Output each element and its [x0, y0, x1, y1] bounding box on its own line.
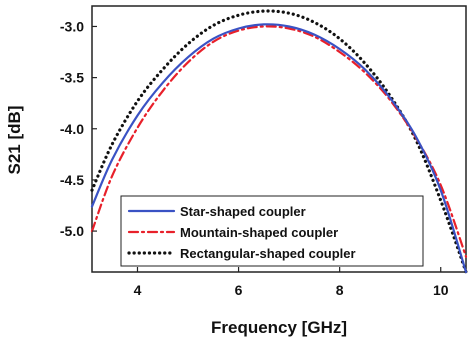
x-tick-label: 8 — [336, 282, 344, 298]
x-tick-label: 10 — [433, 282, 449, 298]
y-tick-label: -3.5 — [60, 70, 84, 86]
x-tick-label: 4 — [134, 282, 142, 298]
series-layer — [90, 9, 468, 274]
ticks-layer: 4 6 8 10 -3.0 -3.5 -4.0 -4.5 -5.0 — [60, 18, 449, 298]
y-tick-label: -5.0 — [60, 223, 84, 239]
x-tick-label: 6 — [235, 282, 243, 298]
legend-label-star: Star-shaped coupler — [180, 204, 306, 219]
x-axis-label: Frequency [GHz] — [211, 318, 347, 337]
y-tick-label: -4.0 — [60, 121, 84, 137]
y-tick-label: -4.5 — [60, 172, 84, 188]
legend-label-mountain: Mountain-shaped coupler — [180, 225, 338, 240]
legend: Star-shaped coupler Mountain-shaped coup… — [120, 195, 424, 267]
legend-label-rectangular: Rectangular-shaped coupler — [180, 246, 356, 261]
y-axis-label: S21 [dB] — [5, 106, 24, 175]
y-tick-label: -3.0 — [60, 18, 84, 34]
series-line-star — [90, 23, 468, 274]
